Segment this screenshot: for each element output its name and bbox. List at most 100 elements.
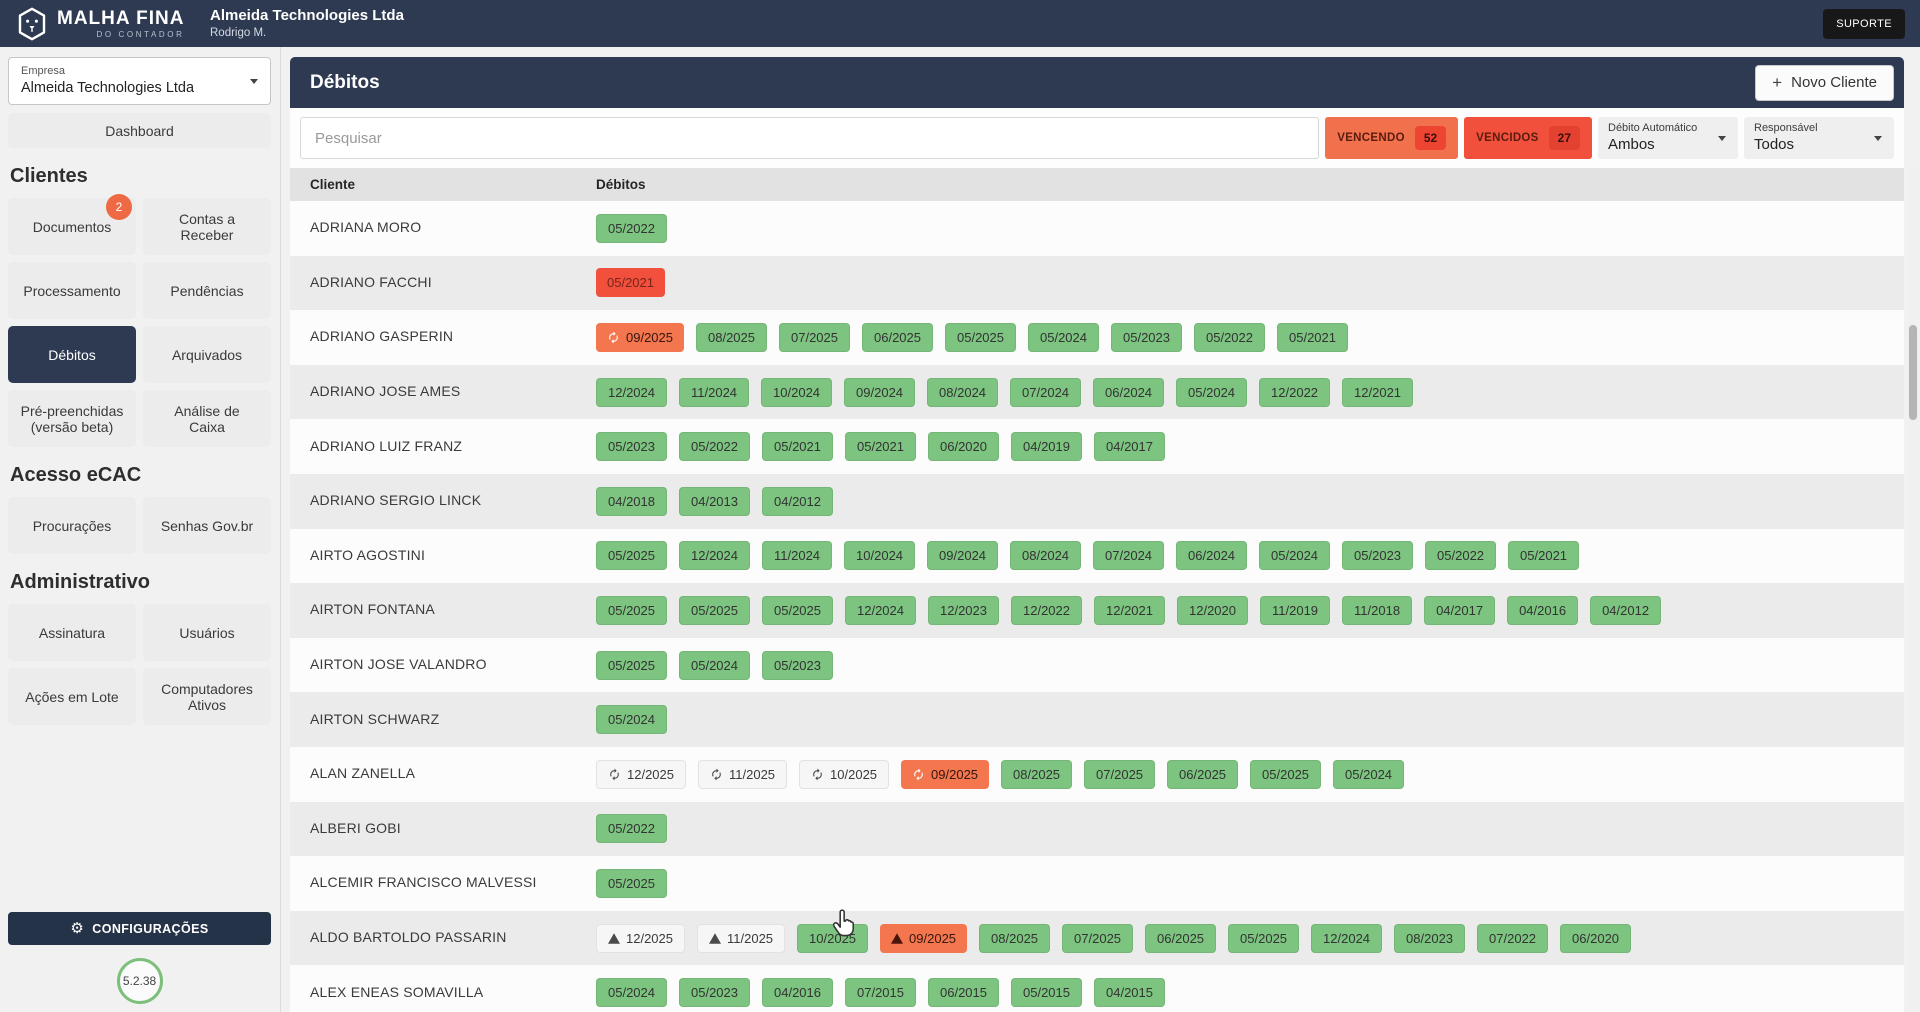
sidebar-item-senhas-gov-br[interactable]: Senhas Gov.br	[143, 497, 271, 554]
debit-chip[interactable]: 05/2023	[596, 432, 667, 462]
debit-chip[interactable]: 05/2024	[1259, 541, 1331, 571]
debit-chip[interactable]: 09/2025	[596, 322, 684, 352]
debit-chip[interactable]: 06/2020	[928, 432, 999, 462]
debit-chip[interactable]: 05/2021	[845, 432, 916, 462]
debit-chip[interactable]: 05/2024	[1028, 322, 1099, 352]
debit-chip[interactable]: 09/2025	[880, 923, 968, 953]
company-selector[interactable]: Empresa Almeida Technologies Ltda	[8, 57, 271, 105]
scrollbar-track[interactable]	[1908, 167, 1918, 1012]
filter-vencendo[interactable]: VENCENDO 52	[1325, 117, 1459, 159]
debit-chip[interactable]: 06/2024	[1176, 541, 1248, 571]
debit-chip[interactable]: 05/2024	[596, 978, 667, 1008]
debit-chip[interactable]: 06/2025	[1167, 759, 1239, 789]
debit-chip[interactable]: 11/2024	[762, 541, 833, 571]
sidebar-item-d-bitos[interactable]: Débitos	[8, 326, 136, 383]
debit-chip[interactable]: 05/2025	[762, 595, 833, 625]
debit-chip[interactable]: 10/2025	[799, 759, 890, 789]
sidebar-item-processamento[interactable]: Processamento	[8, 262, 136, 319]
table-row[interactable]: ADRIANA MORO 05/2022	[290, 201, 1904, 256]
filter-responsavel[interactable]: Responsável Todos	[1744, 117, 1894, 159]
debit-chip[interactable]: 06/2025	[862, 322, 933, 352]
debit-chip[interactable]: 12/2024	[679, 541, 750, 571]
debit-chip[interactable]: 05/2015	[1011, 978, 1082, 1008]
debit-chip[interactable]: 04/2016	[1507, 595, 1579, 625]
sidebar-item-documentos[interactable]: Documentos 2	[8, 194, 136, 255]
table-row[interactable]: ALCEMIR FRANCISCO MALVESSI 05/2025	[290, 856, 1904, 911]
debit-chip[interactable]: 05/2024	[596, 705, 667, 735]
debit-chip[interactable]: 05/2021	[762, 432, 833, 462]
debit-chip[interactable]: 12/2022	[1011, 595, 1082, 625]
debit-chip[interactable]: 12/2024	[1311, 923, 1383, 953]
table-row[interactable]: AIRTO AGOSTINI 05/2025 12/2024 11/2024 10/20…	[290, 528, 1904, 584]
table-row[interactable]: ALDO BARTOLDO PASSARIN 12/2025 11/2025 10/2…	[290, 910, 1904, 966]
table-row[interactable]: ALAN ZANELLA 12/2025 11/2025 10/2025 09/2025…	[290, 746, 1904, 802]
debit-chip[interactable]: 08/2025	[696, 322, 767, 352]
debit-chip[interactable]: 04/2017	[1094, 432, 1165, 462]
debit-chip[interactable]: 04/2012	[762, 486, 833, 516]
table-row[interactable]: ADRIANO JOSE AMES 12/2024 11/2024 10/2024 09…	[290, 364, 1904, 420]
debit-chip[interactable]: 12/2024	[596, 377, 667, 407]
sidebar-item-usu-rios[interactable]: Usuários	[143, 604, 271, 661]
debit-chip[interactable]: 08/2024	[927, 377, 999, 407]
debit-chip[interactable]: 12/2025	[596, 923, 685, 953]
debit-chip[interactable]: 08/2025	[1001, 759, 1073, 789]
sidebar-item-assinatura[interactable]: Assinatura	[8, 604, 136, 661]
debit-chip[interactable]: 10/2025	[797, 923, 869, 953]
debit-chip[interactable]: 05/2023	[1342, 541, 1414, 571]
debit-chip[interactable]: 07/2025	[1084, 759, 1156, 789]
debit-chip[interactable]: 07/2024	[1093, 541, 1165, 571]
debit-chip[interactable]: 12/2022	[1259, 377, 1331, 407]
debit-chip[interactable]: 12/2021	[1342, 377, 1414, 407]
debit-chip[interactable]: 05/2023	[679, 978, 750, 1008]
search-input[interactable]	[300, 117, 1320, 159]
debit-chip[interactable]: 04/2019	[1011, 432, 1082, 462]
debit-chip[interactable]: 11/2024	[679, 377, 750, 407]
debit-chip[interactable]: 05/2022	[1425, 541, 1497, 571]
debit-chip[interactable]: 05/2025	[1228, 923, 1300, 953]
debit-chip[interactable]: 05/2022	[1194, 322, 1265, 352]
debit-chip[interactable]: 10/2024	[761, 377, 833, 407]
scrollbar-thumb[interactable]	[1909, 325, 1917, 420]
debit-chip[interactable]: 10/2024	[844, 541, 916, 571]
debit-chip[interactable]: 11/2019	[1260, 595, 1331, 625]
debit-chip[interactable]: 07/2025	[779, 322, 850, 352]
table-row[interactable]: ALBERI GOBI 05/2022	[290, 801, 1904, 857]
debit-chip[interactable]: 11/2018	[1342, 595, 1413, 625]
sidebar-item-dashboard[interactable]: Dashboard	[8, 113, 271, 148]
debit-chip[interactable]: 07/2022	[1477, 923, 1549, 953]
debit-chip[interactable]: 07/2015	[845, 978, 916, 1008]
debit-chip[interactable]: 05/2025	[596, 595, 667, 625]
debit-chip[interactable]: 05/2022	[679, 432, 750, 462]
debit-chip[interactable]: 05/2021	[596, 268, 665, 298]
debit-chip[interactable]: 05/2025	[596, 868, 667, 898]
new-client-button[interactable]: + Novo Cliente	[1755, 64, 1894, 101]
debit-chip[interactable]: 08/2024	[1010, 541, 1082, 571]
filter-debito-automatico[interactable]: Débito Automático Ambos	[1598, 117, 1738, 159]
debit-chip[interactable]: 05/2024	[1333, 759, 1405, 789]
debit-chip[interactable]: 05/2023	[1111, 322, 1182, 352]
support-button[interactable]: SUPORTE	[1823, 8, 1905, 39]
debit-chip[interactable]: 05/2025	[596, 541, 667, 571]
sidebar-item-procura-es[interactable]: Procurações	[8, 497, 136, 554]
debit-chip[interactable]: 12/2024	[845, 595, 916, 625]
debit-chip[interactable]: 09/2025	[901, 759, 990, 789]
sidebar-item-contas-a-receber[interactable]: Contas a Receber	[143, 198, 271, 255]
debit-chip[interactable]: 04/2015	[1094, 978, 1165, 1008]
sidebar-item-arquivados[interactable]: Arquivados	[143, 326, 271, 383]
table-row[interactable]: ADRIANO LUIZ FRANZ 05/2023 05/2022 05/2021 0…	[290, 419, 1904, 474]
sidebar-item-pend-ncias[interactable]: Pendências	[143, 262, 271, 319]
debit-chip[interactable]: 04/2013	[679, 486, 750, 516]
debit-chip[interactable]: 05/2023	[762, 650, 833, 680]
debit-chip[interactable]: 06/2024	[1093, 377, 1165, 407]
debit-chip[interactable]: 05/2025	[1250, 759, 1322, 789]
debit-chip[interactable]: 05/2022	[596, 213, 667, 243]
table-row[interactable]: ADRIANO FACCHI 05/2021	[290, 255, 1904, 311]
debit-chip[interactable]: 05/2024	[1176, 377, 1248, 407]
debit-chip[interactable]: 05/2021	[1508, 541, 1580, 571]
debit-chip[interactable]: 05/2025	[945, 322, 1016, 352]
table-row[interactable]: AIRTON JOSE VALANDRO 05/2025 05/2024 05/202…	[290, 637, 1904, 693]
debit-chip[interactable]: 04/2016	[762, 978, 833, 1008]
sidebar-item-an-lise-de-caixa[interactable]: Análise de Caixa	[143, 390, 271, 447]
table-row[interactable]: ALEX ENEAS SOMAVILLA 05/2024 05/2023 04/201…	[290, 965, 1904, 1012]
filter-vencidos[interactable]: VENCIDOS 27	[1464, 117, 1592, 159]
